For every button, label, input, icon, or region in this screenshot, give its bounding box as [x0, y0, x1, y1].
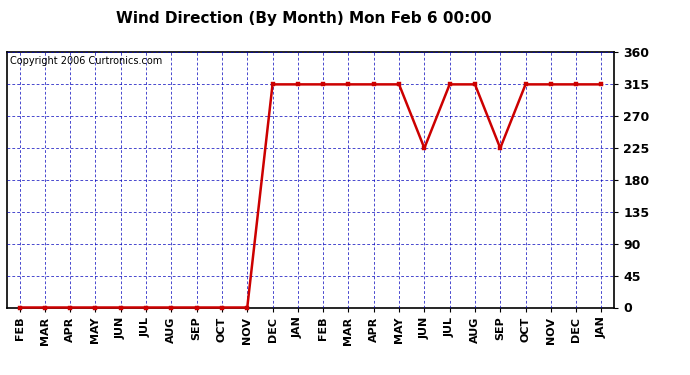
Text: Wind Direction (By Month) Mon Feb 6 00:00: Wind Direction (By Month) Mon Feb 6 00:0…: [116, 11, 491, 26]
Text: Copyright 2006 Curtronics.com: Copyright 2006 Curtronics.com: [10, 56, 162, 66]
